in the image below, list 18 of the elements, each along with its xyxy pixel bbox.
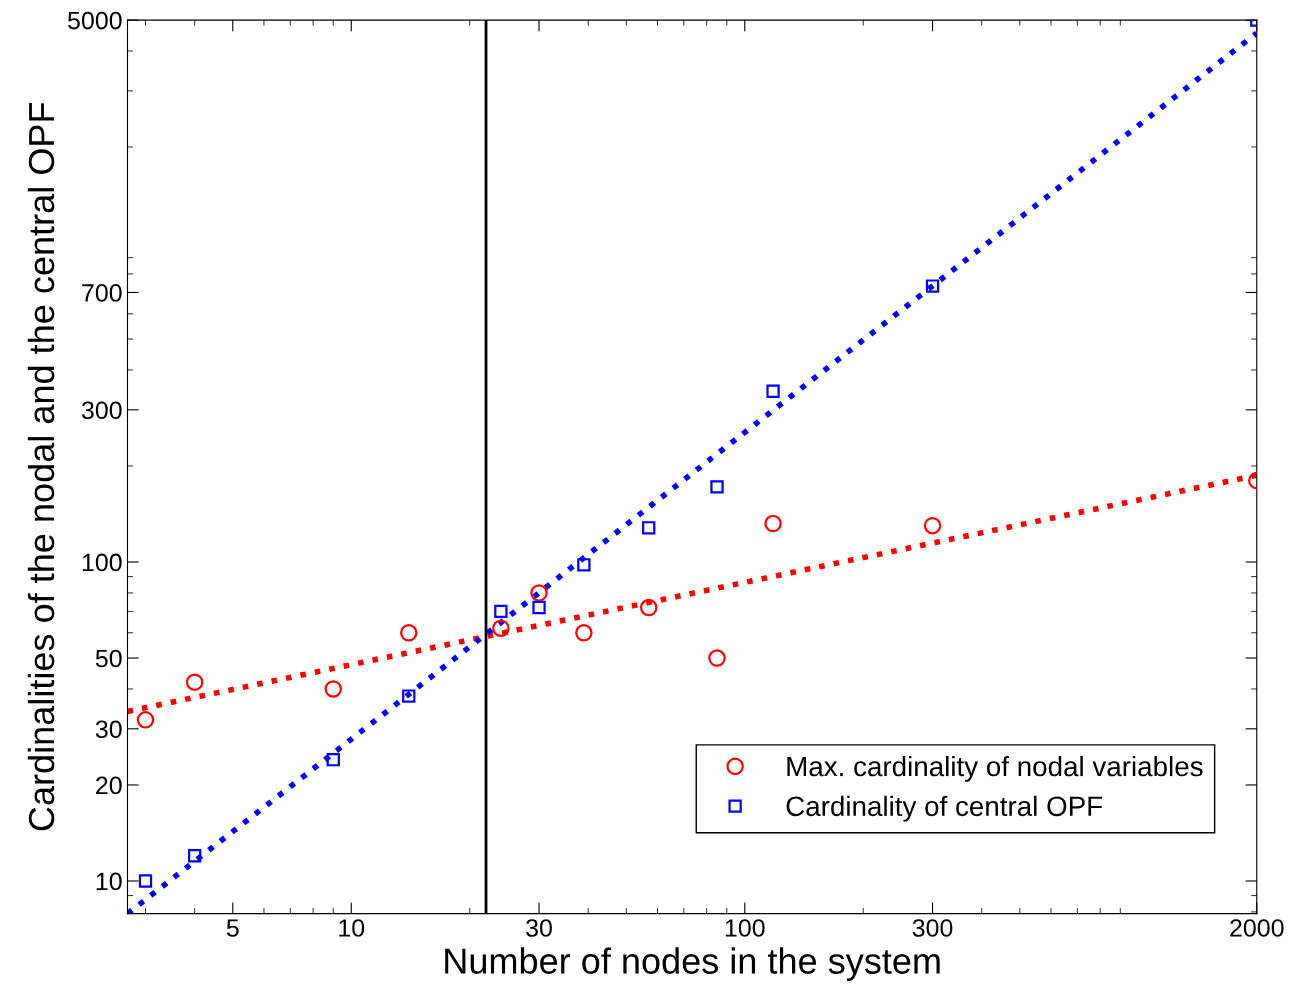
legend-label: Max. cardinality of nodal variables xyxy=(787,755,1203,782)
y-tick-label: 700 xyxy=(82,284,122,302)
y-tick-label: 30 xyxy=(95,720,122,739)
x-tick-label: 2000 xyxy=(1230,919,1284,937)
y-tick-label: 10 xyxy=(96,872,122,891)
y-tick-label: 20 xyxy=(96,776,122,795)
y-axis-title: Cardinalities of the nodal and the central OPF xyxy=(27,102,55,831)
x-tick-label: 5 xyxy=(226,919,239,937)
x-tick-label: 10 xyxy=(339,919,365,937)
y-tick-label: 5000 xyxy=(68,11,122,30)
x-axis-title: Number of nodes in the system xyxy=(445,947,940,982)
y-tick-label: 100 xyxy=(82,553,122,572)
x-tick-label: 100 xyxy=(725,919,765,937)
x-tick-label: 30 xyxy=(526,919,552,937)
x-tick-label: 300 xyxy=(912,919,953,937)
y-tick-label: 50 xyxy=(95,649,122,668)
legend-label: Cardinality of central OPF xyxy=(786,795,1103,822)
y-tick-label: 300 xyxy=(81,401,122,420)
